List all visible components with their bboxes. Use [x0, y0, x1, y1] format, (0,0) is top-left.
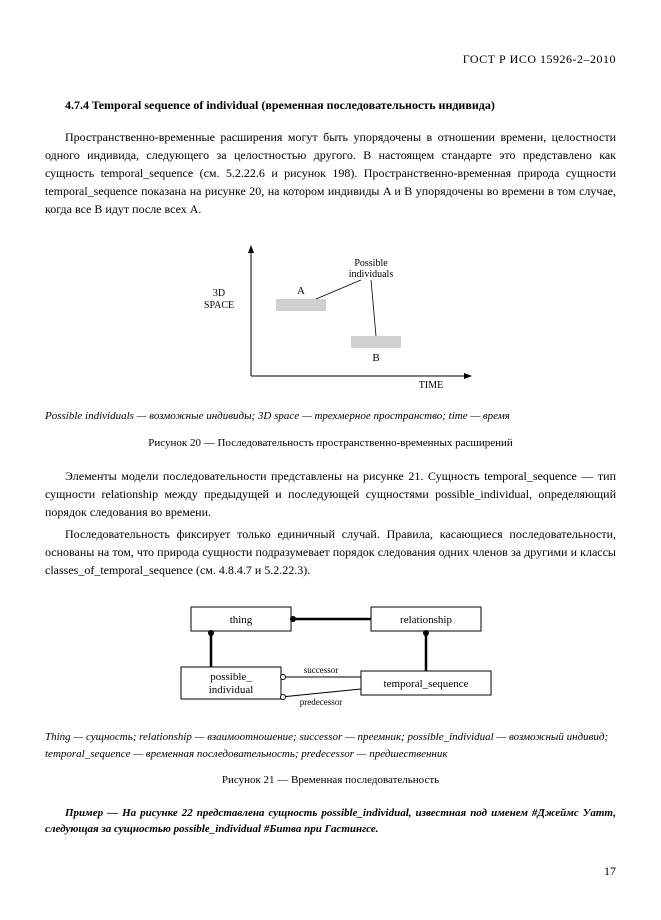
fig20-label-b: B [372, 352, 379, 364]
fig20-label-a: A [297, 285, 305, 297]
fig21-predecessor: predecessor [299, 697, 341, 707]
section-heading: 4.7.4 Temporal sequence of individual (в… [45, 96, 616, 114]
fig21-successor: successor [303, 665, 338, 675]
fig20-x-label: TIME [418, 380, 442, 391]
paragraph-2: Элементы модели последовательности предс… [45, 467, 616, 521]
paragraph-3: Последовательность фиксирует только един… [45, 525, 616, 579]
fig20-callout-line2: individuals [348, 269, 393, 280]
fig21-relationship: relationship [400, 614, 452, 626]
figure-20-svg: A B Possible individuals 3D SPACE TIME [171, 236, 491, 396]
fig20-y-label-1: 3D [212, 288, 224, 299]
fig21-temporal: temporal_sequence [383, 678, 468, 690]
figure-20-legend: Possible individuals — возможные индивид… [45, 408, 616, 425]
page-number: 17 [45, 862, 616, 880]
figure-20: A B Possible individuals 3D SPACE TIME [45, 236, 616, 396]
paragraph-1: Пространственно-временные расширения мог… [45, 128, 616, 218]
figure-21: thing relationship possible_ individual … [45, 597, 616, 717]
fig21-possible-2: individual [208, 684, 253, 696]
figure-20-caption: Рисунок 20 — Последовательность простран… [45, 435, 616, 452]
fig20-y-label-2: SPACE [203, 300, 233, 311]
section-number: 4.7.4 [65, 98, 89, 112]
fig21-thing: thing [229, 614, 252, 626]
section-title: Temporal sequence of individual (временн… [92, 98, 495, 112]
figure-21-caption: Рисунок 21 — Временная последовательност… [45, 772, 616, 789]
header-standard-code: ГОСТ Р ИСО 15926-2–2010 [45, 50, 616, 68]
example-paragraph: Пример — На рисунке 22 представлена сущн… [45, 805, 616, 838]
figure-21-svg: thing relationship possible_ individual … [151, 597, 511, 717]
figure-21-legend: Thing — сущность; relationship — взаимоо… [45, 729, 616, 762]
fig21-possible-1: possible_ [210, 671, 252, 683]
fig20-callout-line1: Possible [354, 258, 388, 269]
